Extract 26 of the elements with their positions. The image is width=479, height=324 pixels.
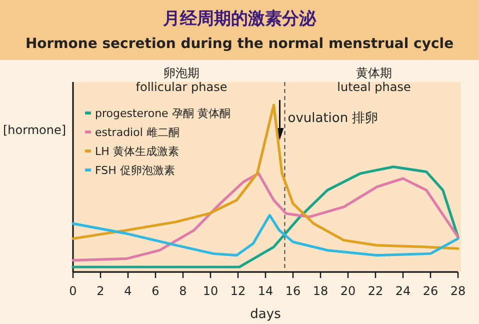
- x-tick-label: 18: [312, 284, 328, 298]
- x-tick-label: 12: [230, 284, 246, 298]
- x-tick-label: 6: [152, 284, 160, 298]
- x-tick-label: 26: [422, 284, 438, 298]
- x-tick-label: 16: [285, 284, 301, 298]
- ref-line-label: ovulation 排卵: [288, 111, 378, 126]
- legend-label: estradiol 雌二酮: [95, 126, 180, 139]
- text: 卵泡期 follicular phase: [136, 66, 228, 94]
- x-tick-label: 14: [258, 284, 274, 298]
- x-tick-label: 2: [96, 284, 104, 298]
- x-tick-label: 22: [368, 284, 384, 298]
- chart-subtitle: Hormone secretion during the normal menstrual cycle: [25, 36, 454, 52]
- x-tick-label: 0: [69, 284, 77, 298]
- legend-label: FSH 促卵泡激素: [95, 164, 175, 177]
- x-axis-title: days: [250, 307, 282, 322]
- x-tick-label: 20: [340, 284, 356, 298]
- x-tick-label: 10: [202, 284, 218, 298]
- y-axis-title: [hormone]: [3, 123, 66, 137]
- x-tick-label: 4: [124, 284, 132, 298]
- x-tick-label: 8: [179, 284, 187, 298]
- x-tick-label: 28: [450, 284, 466, 298]
- legend-label: progesterone 孕酮 黄体酮: [95, 107, 230, 120]
- x-tick-label: 24: [395, 284, 411, 298]
- chart-title: 月经周期的激素分泌: [162, 9, 317, 29]
- legend-label: LH 黄体生成激素: [95, 145, 179, 158]
- text: 黄体期 luteal phase: [337, 66, 411, 94]
